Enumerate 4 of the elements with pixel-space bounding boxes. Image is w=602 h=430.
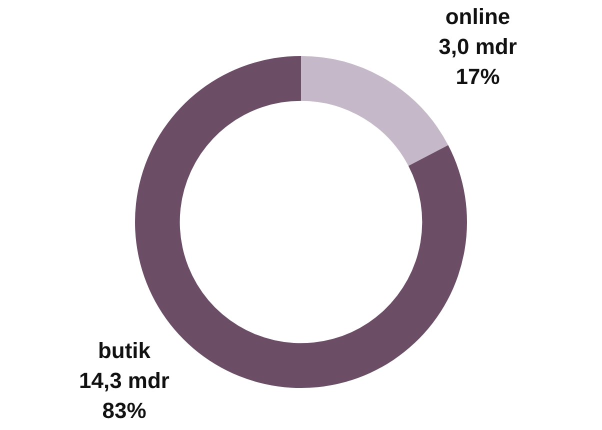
data-label: 3,0 mdr 17% <box>438 34 518 90</box>
slice-label: butik <box>98 338 152 364</box>
data-label: 14,3 mdr 83% <box>78 368 170 424</box>
slice-label: online <box>445 4 510 30</box>
